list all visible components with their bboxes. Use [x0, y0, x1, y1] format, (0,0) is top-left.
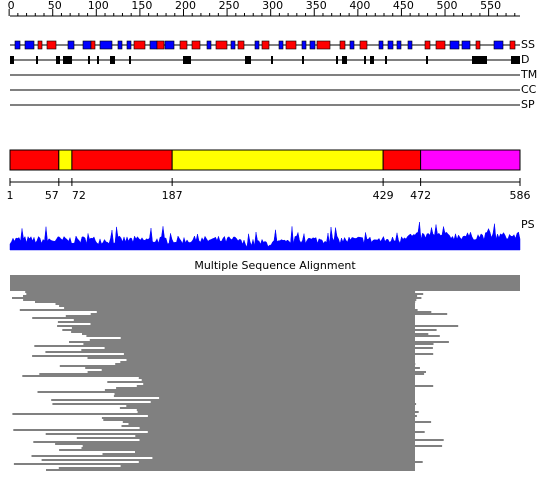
domain-label: 72	[72, 189, 86, 202]
ruler-label: 200	[175, 0, 196, 12]
domain	[382, 149, 422, 171]
ruler-label: 500	[437, 0, 458, 12]
ss-elements	[14, 40, 516, 50]
ruler-label: 0	[8, 0, 15, 12]
ruler-label: 100	[88, 0, 109, 12]
domain-label: 1	[7, 189, 14, 202]
ruler-label: 50	[48, 0, 62, 12]
profile-label: PS	[521, 218, 535, 231]
domain-label: 472	[410, 189, 431, 202]
domain	[71, 149, 173, 171]
msa-title: Multiple Sequence Alignment	[194, 259, 356, 272]
ruler-label: 250	[219, 0, 240, 12]
ruler-label: 450	[393, 0, 414, 12]
track-label: SS	[521, 38, 535, 51]
track-label: D	[521, 53, 529, 66]
domain	[420, 149, 521, 171]
domain-label: 586	[510, 189, 531, 202]
domain	[9, 149, 60, 171]
track-label: SP	[521, 98, 535, 111]
domain-label: 429	[373, 189, 394, 202]
ruler-label: 550	[480, 0, 501, 12]
domain	[171, 149, 384, 171]
ruler-label: 300	[262, 0, 283, 12]
domain	[58, 149, 73, 171]
profile-area	[9, 221, 521, 251]
ruler-label: 150	[131, 0, 152, 12]
ruler-label: 350	[306, 0, 327, 12]
ruler-label: 400	[349, 0, 370, 12]
track-label: CC	[521, 83, 537, 96]
domain-label: 187	[162, 189, 183, 202]
domain-label: 57	[45, 189, 59, 202]
track-label: TM	[520, 68, 537, 81]
disorder-regions	[10, 56, 520, 64]
